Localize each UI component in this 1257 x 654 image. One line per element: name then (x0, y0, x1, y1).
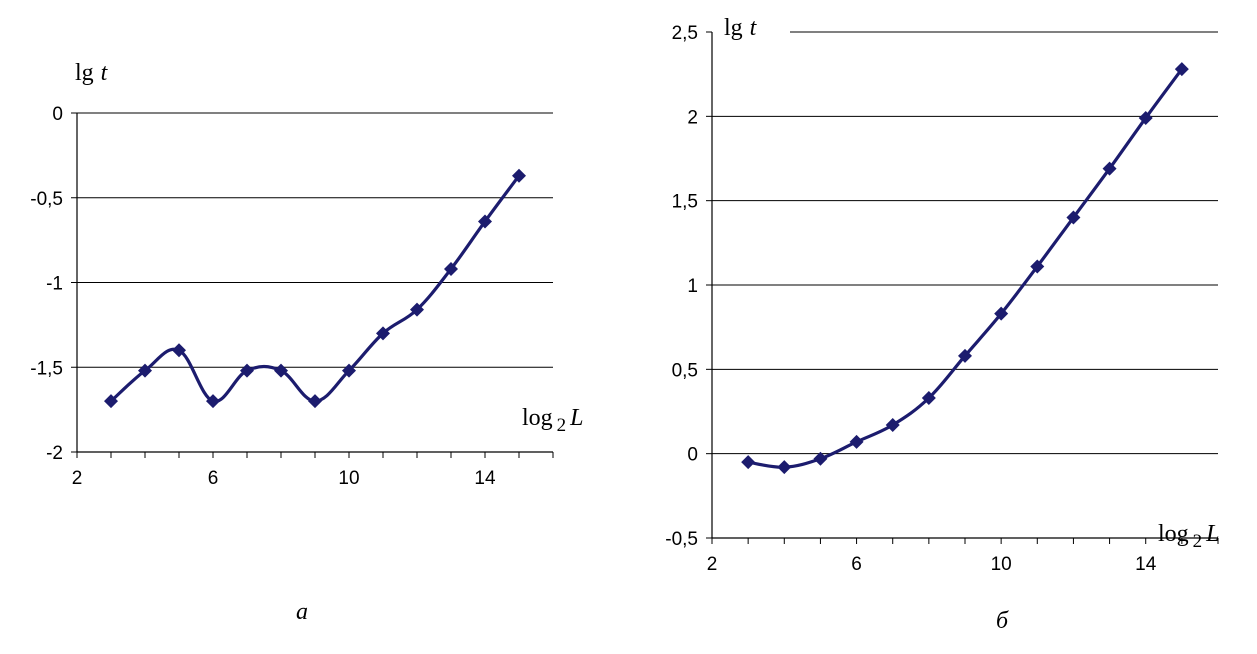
x-axis-label: log 2 L (1158, 521, 1220, 552)
data-point (104, 394, 118, 409)
data-point (777, 460, 792, 475)
data-point (342, 363, 356, 378)
y-tick-label: -2 (46, 443, 63, 464)
data-point (1066, 210, 1081, 225)
x-axis-label-main: log (1158, 521, 1189, 547)
y-tick-label: 2 (687, 107, 698, 128)
x-tick-label: 2 (707, 554, 718, 575)
y-tick-label: 1,5 (672, 192, 698, 213)
data-point (410, 302, 424, 317)
data-point (813, 451, 828, 466)
data-point (172, 343, 186, 358)
x-tick-label: 14 (1135, 554, 1157, 575)
data-point (741, 455, 756, 470)
y-tick-label: 0 (687, 445, 698, 466)
y-axis-label-var: t (750, 15, 758, 41)
panel-caption: а (296, 599, 308, 625)
y-tick-label: -0,5 (665, 529, 698, 550)
data-point (1138, 111, 1153, 126)
data-point (958, 348, 972, 363)
x-tick-label: 10 (338, 468, 359, 489)
x-axis-label-sub: 2 (557, 415, 567, 436)
data-point (1102, 161, 1117, 176)
data-point (849, 434, 864, 449)
y-tick-label: 0,5 (672, 360, 698, 381)
y-axis-label: lg t (724, 15, 758, 41)
x-tick-label: 6 (208, 468, 219, 489)
y-tick-label: 1 (687, 276, 698, 297)
x-axis-label-var: L (569, 405, 583, 431)
x-axis-label-main: log (522, 405, 553, 431)
x-axis-label-sub: 2 (1193, 531, 1203, 552)
data-point (885, 417, 900, 432)
data-point (240, 363, 254, 378)
x-tick-label: 6 (851, 554, 862, 575)
y-tick-label: -1,5 (30, 358, 63, 379)
y-axis-label-var: t (101, 60, 109, 86)
data-point (921, 391, 936, 406)
data-point (206, 394, 220, 409)
data-point (512, 168, 526, 183)
data-point (1030, 259, 1045, 274)
x-axis-label-var: L (1205, 521, 1219, 547)
x-tick-label: 10 (991, 554, 1012, 575)
y-axis-label: lg t (75, 60, 109, 86)
x-axis-label: log 2 L (522, 405, 584, 436)
data-point (444, 261, 458, 276)
y-tick-label: -1 (46, 274, 63, 295)
series-line (747, 68, 1184, 469)
data-point (994, 306, 1009, 321)
y-tick-label: -0,5 (30, 189, 63, 210)
x-tick-label: 2 (72, 468, 83, 489)
y-tick-label: 2,5 (672, 23, 698, 44)
y-tick-label: 0 (52, 104, 63, 125)
data-point (1174, 62, 1189, 77)
data-point (376, 326, 390, 341)
x-tick-label: 14 (474, 468, 496, 489)
y-axis-label-main: lg (75, 60, 94, 86)
data-point (274, 363, 288, 378)
panel-caption: б (996, 608, 1009, 634)
data-point (308, 394, 322, 409)
y-axis-label-main: lg (724, 15, 743, 41)
data-point (478, 214, 492, 229)
data-point (138, 363, 152, 378)
